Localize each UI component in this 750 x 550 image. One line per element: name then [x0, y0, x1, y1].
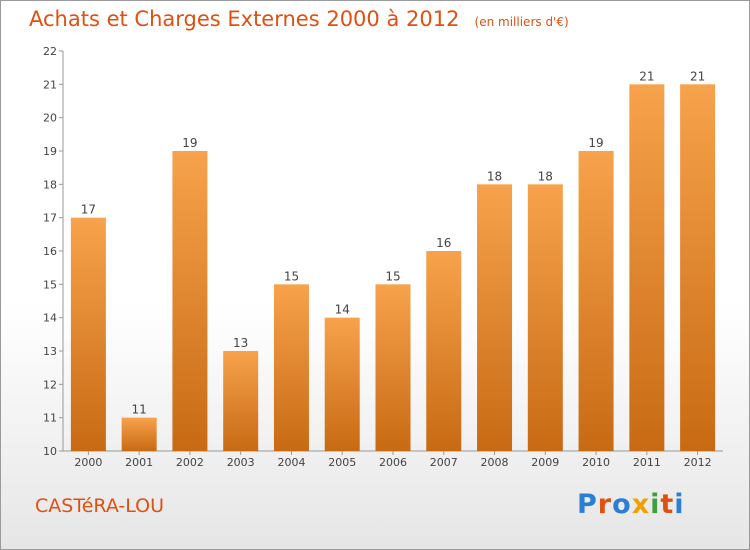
bar: [223, 351, 259, 451]
x-tick-label: 2008: [481, 456, 509, 469]
x-tick-label: 2007: [430, 456, 458, 469]
y-tick-label: 16: [43, 245, 57, 258]
x-tick-label: 2002: [176, 456, 204, 469]
data-label: 17: [81, 203, 96, 217]
bar: [324, 317, 360, 451]
logo-letter: P: [577, 489, 598, 520]
y-tick-label: 21: [43, 78, 57, 91]
logo-letter: i: [674, 489, 685, 520]
bar: [375, 284, 411, 451]
logo-letter: r: [597, 489, 613, 520]
x-tick-label: 2006: [379, 456, 407, 469]
bar: [680, 84, 716, 451]
data-label: 21: [690, 69, 705, 83]
chart-title: Achats et Charges Externes 2000 à 2012: [29, 7, 460, 31]
bar: [527, 184, 563, 452]
y-tick-label: 14: [43, 312, 57, 325]
x-tick-label: 2000: [74, 456, 102, 469]
data-label: 13: [233, 336, 248, 350]
x-tick-label: 2012: [684, 456, 712, 469]
x-tick-label: 2010: [582, 456, 610, 469]
logo-letter: i: [650, 489, 661, 520]
logo-letter: t: [660, 489, 675, 520]
chart-subtitle: (en milliers d'€): [474, 15, 569, 29]
bar: [578, 151, 614, 451]
title-row: Achats et Charges Externes 2000 à 2012 (…: [29, 7, 569, 37]
x-tick-label: 2011: [633, 456, 661, 469]
bar: [629, 84, 665, 451]
data-label: 21: [639, 69, 654, 83]
x-tick-label: 2003: [227, 456, 255, 469]
x-tick-label: 2009: [531, 456, 559, 469]
data-label: 19: [182, 136, 197, 150]
data-label: 14: [335, 303, 350, 317]
data-label: 18: [487, 169, 502, 183]
y-tick-label: 20: [43, 112, 57, 125]
data-label: 15: [284, 269, 299, 283]
proxiti-logo: Proxiti: [577, 489, 685, 520]
y-tick-label: 18: [43, 178, 57, 191]
y-tick-label: 22: [43, 45, 57, 58]
commune-name: CASTéRA-LOU: [35, 495, 165, 517]
data-label: 11: [132, 403, 147, 417]
x-tick-label: 2001: [125, 456, 153, 469]
data-label: 16: [436, 236, 451, 250]
x-tick-label: 2005: [328, 456, 356, 469]
y-tick-label: 15: [43, 278, 57, 291]
bar: [273, 284, 309, 451]
bar: [426, 251, 462, 451]
y-tick-label: 11: [43, 412, 57, 425]
data-label: 18: [538, 169, 553, 183]
logo-letter: o: [612, 489, 632, 520]
y-tick-label: 10: [43, 445, 57, 458]
y-tick-label: 17: [43, 212, 57, 225]
data-label: 19: [588, 136, 603, 150]
bar: [70, 217, 106, 451]
bar: [172, 151, 208, 451]
bar: [121, 417, 157, 451]
y-tick-label: 13: [43, 345, 57, 358]
logo-letter: x: [631, 489, 651, 520]
y-tick-label: 19: [43, 145, 57, 158]
x-tick-label: 2004: [277, 456, 305, 469]
y-tick-label: 12: [43, 378, 57, 391]
data-label: 15: [385, 269, 400, 283]
bar: [477, 184, 513, 452]
